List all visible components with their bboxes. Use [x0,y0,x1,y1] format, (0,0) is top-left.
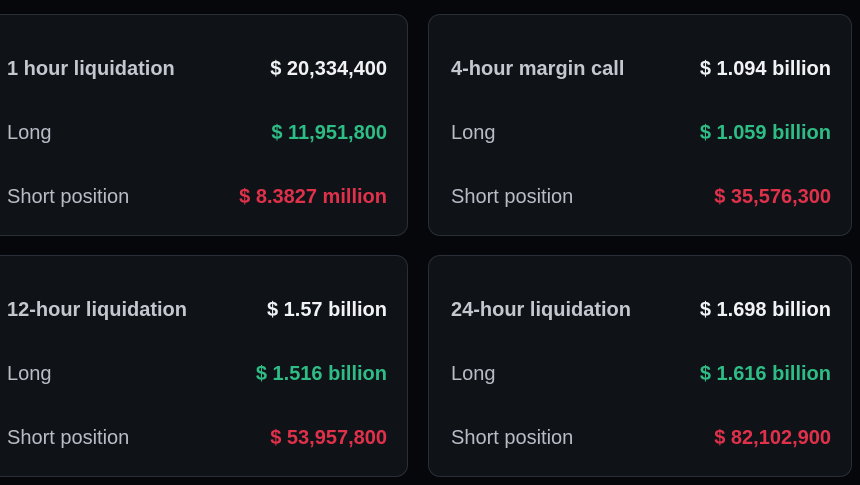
card-12h-liquidation: 12-hour liquidation $ 1.57 billion Long … [0,255,408,477]
card-header-row: 4-hour margin call $ 1.094 billion [451,55,831,83]
total-value: $ 1.698 billion [699,299,831,321]
short-label: Short position [451,427,574,449]
long-value: $ 1.616 billion [699,363,831,385]
short-value: $ 35,576,300 [714,186,831,208]
long-label: Long [7,122,52,144]
long-row: Long $ 1.616 billion [451,360,831,388]
total-value: $ 20,334,400 [270,58,387,80]
short-row: Short position $ 82,102,900 [451,424,831,452]
long-label: Long [451,363,496,385]
card-header-row: 12-hour liquidation $ 1.57 billion [7,296,387,324]
short-value: $ 82,102,900 [714,427,831,449]
total-value: $ 1.094 billion [699,58,831,80]
long-value: $ 11,951,800 [271,122,387,144]
short-row: Short position $ 35,576,300 [451,183,831,211]
long-value: $ 1.059 billion [699,122,831,144]
card-title: 24-hour liquidation [451,299,631,321]
short-row: Short position $ 8.3827 million [7,183,387,211]
long-value: $ 1.516 billion [255,363,387,385]
long-label: Long [451,122,496,144]
cards-grid: 1 hour liquidation $ 20,334,400 Long $ 1… [0,14,852,477]
long-row: Long $ 1.059 billion [451,119,831,147]
card-header-row: 24-hour liquidation $ 1.698 billion [451,296,831,324]
card-24h-liquidation: 24-hour liquidation $ 1.698 billion Long… [428,255,852,477]
long-row: Long $ 11,951,800 [7,119,387,147]
card-4h-margin-call: 4-hour margin call $ 1.094 billion Long … [428,14,852,236]
long-label: Long [7,363,52,385]
card-title: 4-hour margin call [451,58,625,80]
card-1h-liquidation: 1 hour liquidation $ 20,334,400 Long $ 1… [0,14,408,236]
total-value: $ 1.57 billion [266,299,387,321]
card-title: 1 hour liquidation [7,58,175,80]
short-value: $ 8.3827 million [239,186,387,208]
card-title: 12-hour liquidation [7,299,187,321]
long-row: Long $ 1.516 billion [7,360,387,388]
short-label: Short position [7,427,130,449]
card-header-row: 1 hour liquidation $ 20,334,400 [7,55,387,83]
short-label: Short position [451,186,574,208]
short-label: Short position [7,186,130,208]
short-row: Short position $ 53,957,800 [7,424,387,452]
short-value: $ 53,957,800 [270,427,387,449]
